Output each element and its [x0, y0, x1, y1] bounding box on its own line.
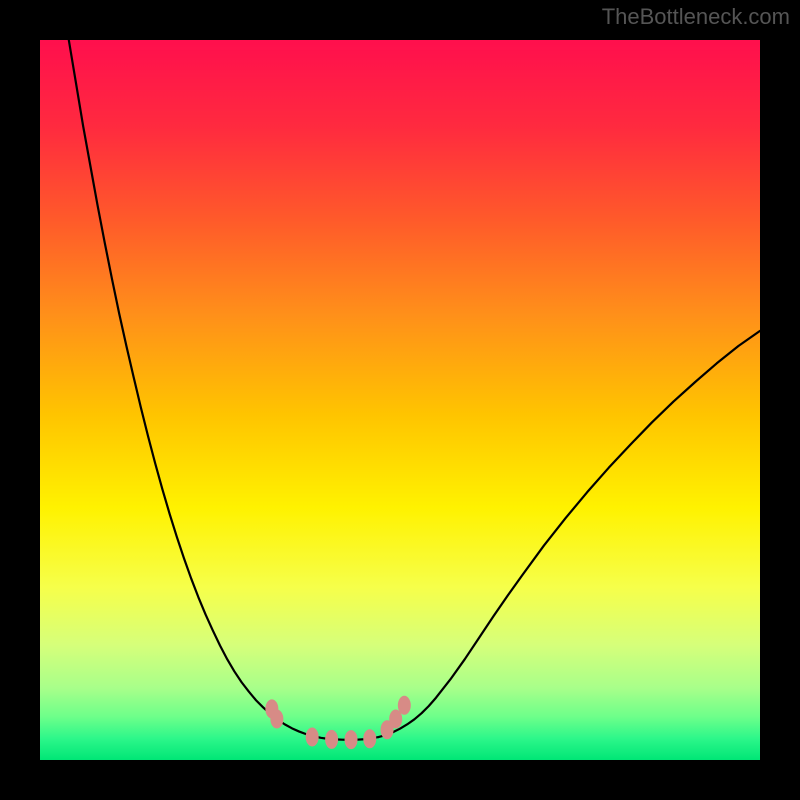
highlight-marker [270, 709, 283, 728]
highlight-marker [398, 696, 411, 715]
highlight-marker [325, 730, 338, 749]
watermark-text: TheBottleneck.com [602, 4, 790, 30]
highlight-marker [363, 729, 376, 748]
bottleneck-chart: TheBottleneck.com [0, 0, 800, 800]
highlight-marker [345, 730, 358, 749]
highlight-marker [306, 727, 319, 746]
chart-svg [0, 0, 800, 800]
plot-area [40, 40, 760, 760]
